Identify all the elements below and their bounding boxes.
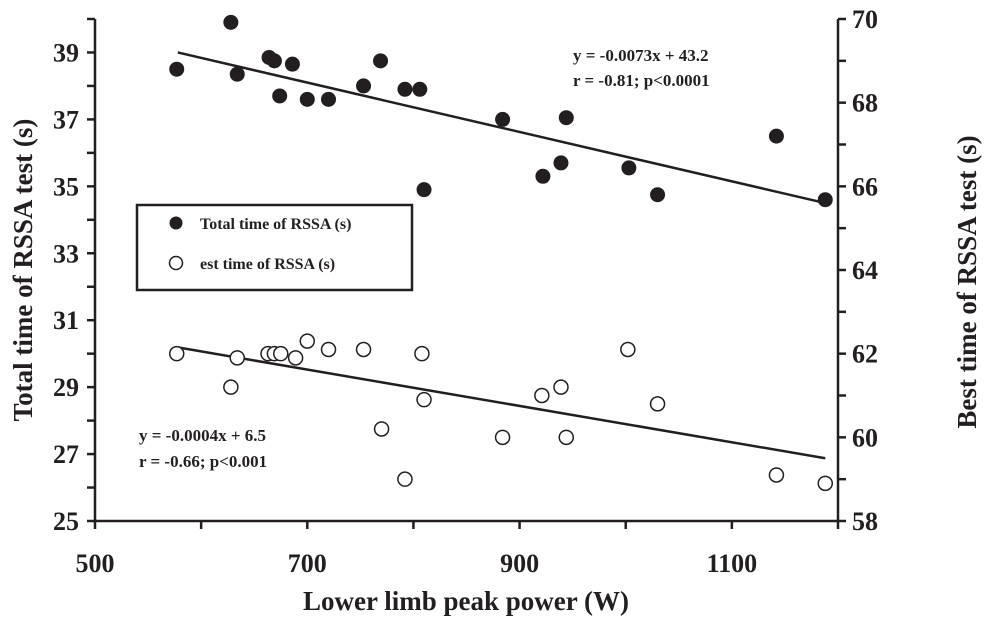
- point-total-time: [817, 192, 833, 208]
- point-total-time: [299, 91, 315, 107]
- y-axis-title-right: Best time of RSSA test (s): [952, 135, 982, 428]
- y-tick-label-left: 33: [53, 239, 79, 268]
- point-best-time: [553, 379, 569, 395]
- y-tick-label-right: 66: [852, 172, 878, 201]
- point-total-time: [356, 78, 372, 94]
- point-best-time: [287, 350, 304, 366]
- point-total-time: [495, 111, 511, 127]
- trendline-total: [177, 51, 826, 205]
- point-total-time: [272, 88, 288, 104]
- point-total-time: [397, 81, 413, 97]
- point-total-time: [169, 61, 185, 77]
- point-total-time: [535, 168, 551, 184]
- x-tick-label: 700: [288, 549, 327, 578]
- point-total-time: [558, 110, 574, 126]
- y-tick-label-right: 60: [852, 423, 878, 452]
- x-axis-title: Lower limb peak power (W): [303, 586, 629, 616]
- point-total-time: [266, 53, 282, 69]
- y-tick-label-left: 35: [53, 172, 79, 201]
- y-tick-label-left: 25: [53, 507, 79, 536]
- point-best-time: [534, 387, 550, 404]
- x-tick-label: 900: [500, 549, 539, 578]
- point-best-time: [494, 429, 511, 446]
- point-best-time: [768, 467, 785, 483]
- point-total-time: [650, 187, 666, 203]
- point-total-time: [229, 66, 245, 82]
- data-points: [168, 14, 834, 492]
- y-tick-label-right: 62: [852, 340, 878, 369]
- best-stats: r = -0.66; p<0.001: [139, 452, 267, 471]
- point-total-time: [416, 182, 432, 198]
- point-best-time: [416, 391, 432, 408]
- point-best-time: [397, 471, 413, 487]
- legend: Total time of RSSA (s) est time of RSSA …: [135, 203, 414, 292]
- point-total-time: [621, 160, 637, 176]
- y-tick-label-right: 68: [852, 89, 878, 118]
- point-best-time: [273, 345, 289, 362]
- point-total-time: [284, 56, 300, 72]
- point-best-time: [320, 341, 337, 358]
- point-best-time: [817, 475, 834, 492]
- total-stats: r = -0.81; p<0.0001: [573, 71, 710, 90]
- legend-marker-total: [169, 216, 183, 230]
- y-tick-label-right: 64: [852, 256, 878, 285]
- legend-label-best: est time of RSSA (s): [200, 256, 335, 273]
- point-best-time: [558, 429, 575, 446]
- y-tick-label-right: 58: [852, 507, 878, 536]
- y-tick-label-left: 27: [53, 440, 79, 469]
- y-tick-label-left: 37: [53, 105, 79, 134]
- point-best-time: [414, 345, 430, 362]
- axes: 500 700 900 1100 25 27 29 31 33 35 37 39 58 60 62 64 66 6…: [53, 5, 878, 578]
- point-total-time: [373, 53, 389, 69]
- point-total-time: [412, 81, 428, 97]
- point-best-time: [355, 341, 372, 358]
- point-total-time: [553, 155, 569, 171]
- trendlines: [177, 51, 826, 460]
- point-best-time: [620, 341, 636, 358]
- y-tick-label-left: 39: [53, 38, 79, 67]
- point-total-time: [321, 91, 337, 107]
- point-best-time: [373, 421, 390, 437]
- point-best-time: [168, 345, 185, 362]
- y-tick-label-left: 29: [53, 373, 79, 402]
- point-best-time: [223, 379, 239, 395]
- x-tick-label: 500: [76, 549, 115, 578]
- y-axis-title-left: Total time of RSSA test (s): [8, 119, 38, 422]
- point-best-time: [649, 396, 666, 412]
- legend-label-total: Total time of RSSA (s): [200, 216, 351, 233]
- point-best-time: [299, 333, 316, 349]
- y-tick-label-right: 70: [852, 5, 878, 34]
- trendline-best: [177, 346, 826, 460]
- point-total-time: [223, 14, 239, 30]
- point-total-time: [768, 128, 784, 144]
- legend-box: [135, 203, 414, 292]
- y-tick-label-left: 31: [53, 306, 79, 335]
- total-equation: y = -0.0073x + 43.2: [573, 46, 709, 65]
- best-equation: y = -0.0004x + 6.5: [139, 426, 266, 445]
- x-tick-label: 1100: [707, 549, 758, 578]
- point-best-time: [229, 350, 245, 366]
- legend-marker-best: [168, 255, 184, 271]
